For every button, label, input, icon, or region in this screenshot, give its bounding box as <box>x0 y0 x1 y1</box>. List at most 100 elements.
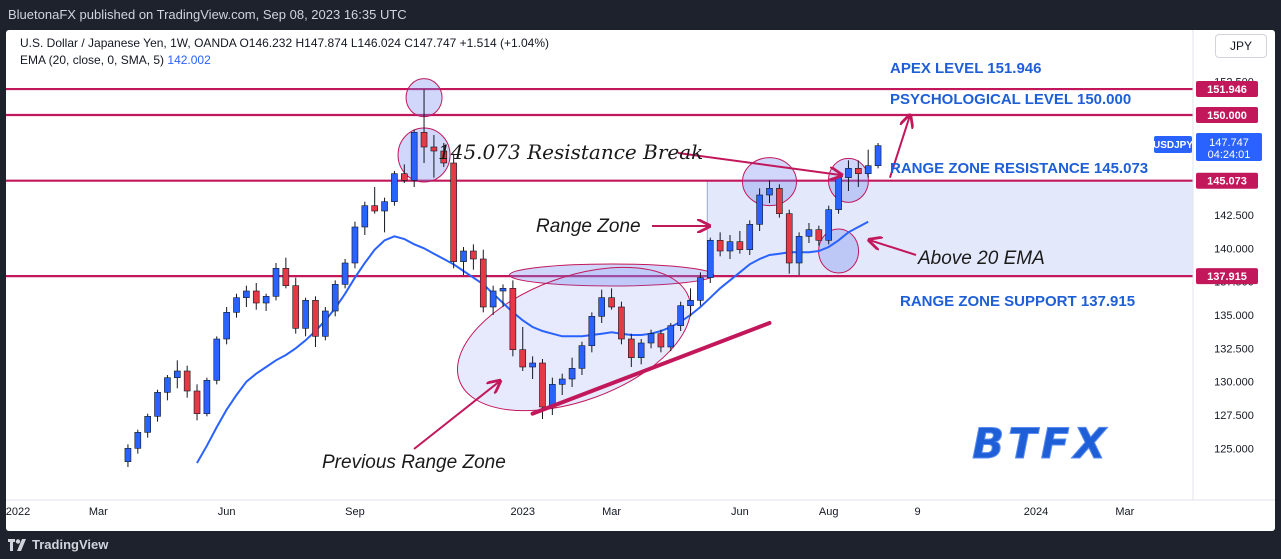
level-price-tag-bg <box>1196 81 1258 98</box>
candle <box>864 149 872 178</box>
candle-body <box>252 290 260 304</box>
candle-body <box>726 241 734 252</box>
level-price-text: 150.000 <box>1207 110 1247 122</box>
candle-body <box>371 205 378 212</box>
footer-bar: TradingView <box>0 531 1281 559</box>
candle <box>628 333 635 367</box>
candle-body <box>183 370 191 392</box>
range-zone-label: Range Zone <box>536 216 641 237</box>
symbol-ohlc-line: U.S. Dollar / Japanese Yen, 1W, OANDA O1… <box>20 36 550 50</box>
candle-body <box>213 338 221 381</box>
price-tick-label: 132.500 <box>1214 343 1254 355</box>
above-ema-arrow <box>870 240 917 256</box>
candle-body <box>568 368 576 380</box>
candle-body <box>420 132 428 148</box>
candle <box>647 329 655 349</box>
candle-body <box>509 288 517 350</box>
candle <box>203 377 211 417</box>
candle-body <box>558 378 566 385</box>
candle <box>805 223 813 243</box>
candle-body <box>262 296 270 304</box>
candle-body <box>440 150 448 164</box>
candle <box>361 201 369 235</box>
level-price-tag: 150.000 <box>1196 107 1258 123</box>
candle-body <box>460 250 467 262</box>
candle <box>874 143 882 169</box>
candle <box>578 341 586 375</box>
previous-range-label: Previous Range Zone <box>322 452 506 473</box>
candle <box>371 187 378 214</box>
candle <box>845 160 852 191</box>
currency-button[interactable]: JPY <box>1215 34 1267 58</box>
candle <box>795 232 803 275</box>
candle-body <box>706 240 714 278</box>
candle <box>400 164 408 183</box>
candle <box>173 360 181 389</box>
candle <box>351 221 359 269</box>
time-tick-label: Sep <box>345 506 365 518</box>
candle-body <box>864 165 872 174</box>
candle <box>489 285 497 315</box>
candle-body <box>450 162 457 262</box>
candle <box>618 301 625 345</box>
price-tick-label: 125.000 <box>1214 443 1254 455</box>
candle-body <box>331 284 339 312</box>
price-tick-label: 130.000 <box>1214 377 1254 389</box>
candle <box>825 205 833 245</box>
candle-body <box>736 241 744 250</box>
publisher-bar: BluetonaFX published on TradingView.com,… <box>8 7 407 22</box>
candle-body <box>805 229 813 237</box>
candle-body <box>144 416 151 433</box>
candle <box>183 365 191 398</box>
candle <box>233 293 240 318</box>
previous-range-arrow <box>413 382 499 450</box>
ema-legend-label: EMA (20, close, 0, SMA, 5) <box>20 53 165 67</box>
candle-body <box>687 300 694 306</box>
level-price-tag-bg <box>1196 172 1258 189</box>
current-price-text: 147.747 <box>1209 137 1249 149</box>
candle <box>381 197 388 233</box>
time-tick-label: Mar <box>1115 506 1134 518</box>
candle <box>213 336 221 385</box>
above-ema-label: Above 20 EMA <box>917 248 1045 269</box>
candle-body <box>756 194 763 225</box>
candle-body <box>647 333 655 344</box>
candle-body <box>815 229 823 241</box>
candle <box>687 288 694 317</box>
candle <box>440 143 448 167</box>
candle-body <box>292 285 300 329</box>
candle-body <box>322 310 329 337</box>
time-tick-label: Jun <box>731 506 749 518</box>
time-tick-label: Mar <box>602 506 621 518</box>
price-tick-label: 135.000 <box>1214 310 1254 322</box>
price-chart[interactable]: APEX LEVEL 151.946 PSYCHOLOGICAL LEVEL 15… <box>6 30 1275 531</box>
ema-legend-value: 142.002 <box>167 53 211 67</box>
candle <box>292 277 300 334</box>
level-price-tag-bg <box>1196 268 1258 285</box>
candle <box>667 323 675 351</box>
candle <box>341 259 349 289</box>
price-tick-label: 142.500 <box>1214 210 1254 222</box>
chart-panel[interactable]: APEX LEVEL 151.946 PSYCHOLOGICAL LEVEL 15… <box>6 30 1275 531</box>
candle <box>608 288 615 310</box>
candle-body <box>400 173 408 181</box>
candle-body <box>628 338 635 358</box>
candle <box>746 220 754 255</box>
candle <box>164 375 171 401</box>
candle <box>154 389 161 422</box>
candle-body <box>272 268 280 297</box>
candle-body <box>312 300 319 337</box>
candle <box>785 209 793 274</box>
break-pointer-arrow <box>677 152 840 175</box>
candle <box>677 301 684 331</box>
candle-body <box>539 362 546 408</box>
candle-body <box>529 362 536 368</box>
candle-body <box>845 168 852 178</box>
breakout-arrow <box>888 116 910 178</box>
candle <box>262 293 270 311</box>
candle <box>282 257 290 289</box>
candle <box>855 160 862 187</box>
candle <box>223 307 230 345</box>
